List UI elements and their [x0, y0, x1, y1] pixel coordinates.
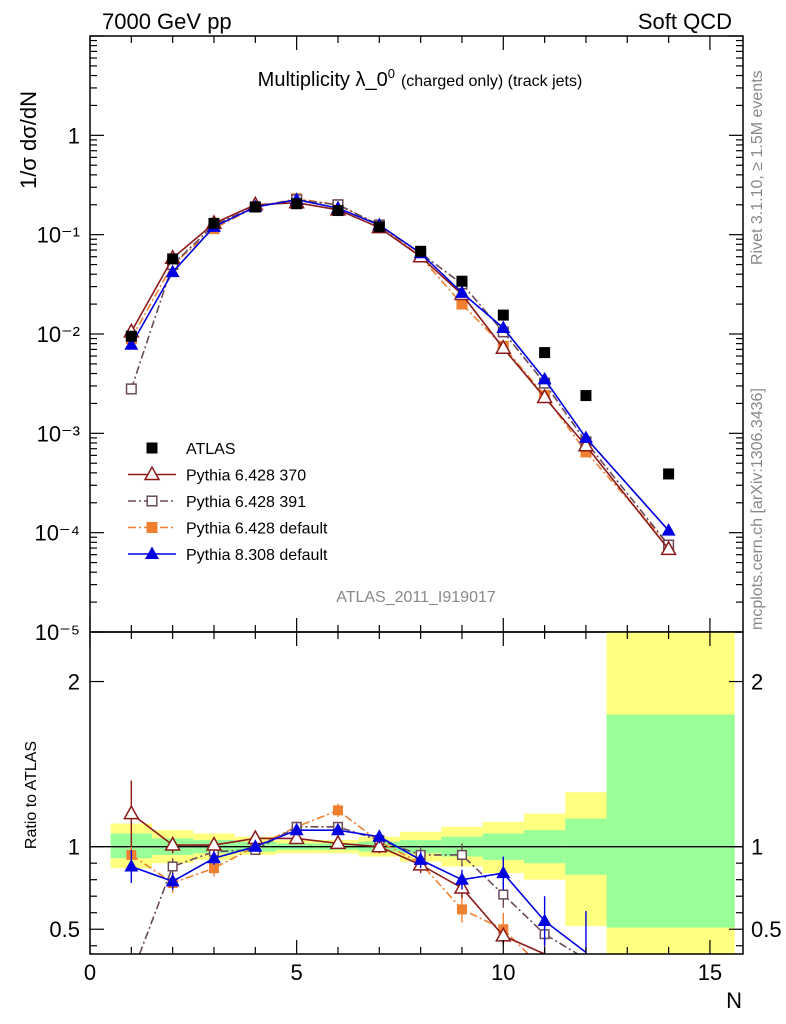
ratio-point-pythia-6-428-391	[167, 861, 178, 872]
main-point-atlas	[539, 347, 551, 359]
ratio-y-tick-label-left: 1	[68, 835, 80, 860]
main-point-pythia-8-308-default	[578, 430, 593, 443]
ratio-point-pythia-6-428-370	[371, 837, 388, 853]
main-point-pythia-8-308-default	[455, 285, 469, 298]
main-point-pythia-8-308-default	[537, 371, 552, 385]
main-point-pythia-6-428-391	[125, 383, 137, 395]
ratio-point-pythia-8-308-default	[331, 822, 345, 836]
ratio-point-pythia-6-428-391	[498, 889, 509, 900]
ratio-point-pythia-6-428-391	[456, 849, 468, 860]
main-point-pythia-6-428-370	[660, 540, 677, 556]
ratio-y-tick-label-left: 0.5	[49, 917, 80, 942]
x-tick-label: 5	[291, 960, 303, 985]
main-y-tick-label: 10⁻³	[37, 421, 80, 446]
main-point-pythia-8-308-default	[661, 523, 676, 536]
x-tick-label: 0	[84, 960, 96, 985]
ratio-point-pythia-8-308-default	[165, 873, 180, 887]
ratio-point-pythia-6-428-370	[329, 834, 347, 850]
legend-marker-pythia-6-428-370	[143, 465, 161, 481]
main-panel: 1 10⁻¹ 10⁻² 10⁻³ 10⁻⁴ 10⁻⁵ Multiplicity λ_00(…	[16, 35, 744, 645]
y-axis-label-ratio: Ratio to ATLAS	[23, 741, 40, 849]
ratio-point-pythia-6-428-default	[332, 805, 343, 816]
x-axis-label: N	[726, 988, 742, 1013]
main-point-pythia-6-428-370	[577, 436, 595, 452]
main-point-pythia-6-428-370	[536, 388, 553, 404]
ratio-point-pythia-8-308-default	[455, 872, 469, 885]
title-superscript: 0	[388, 66, 395, 81]
main-y-tick-label: 10⁻⁵	[35, 620, 80, 645]
x-tick-label: 15	[698, 960, 722, 985]
header-left: 7000 GeV pp	[102, 9, 232, 34]
ratio-point-pythia-6-428-370	[164, 836, 181, 851]
main-y-tick-label: 10⁻⁴	[34, 521, 80, 546]
main-point-atlas	[291, 198, 303, 210]
main-point-atlas	[249, 201, 261, 213]
main-point-atlas	[167, 253, 179, 265]
main-title: Multiplicity λ_00 (charged only) (track j…	[258, 66, 583, 91]
side-label-bottom: mcplots.cern.ch [arXiv:1306.3436]	[749, 388, 766, 630]
main-point-atlas	[580, 390, 592, 402]
main-point-pythia-6-428-370	[495, 339, 512, 354]
main-point-atlas	[663, 468, 675, 480]
legend-label-pythia-8-308-default: Pythia 8.308 default	[186, 547, 328, 564]
ratio-point-pythia-8-308-default	[289, 822, 304, 836]
main-point-pythia-8-308-default	[124, 337, 139, 350]
main-y-tick-label: 10⁻¹	[37, 223, 80, 248]
legend-marker-pythia-6-428-391	[146, 495, 158, 507]
ratio-frame	[89, 631, 744, 955]
ratio-point-pythia-8-308-default	[124, 859, 139, 872]
header-right: Soft QCD	[638, 9, 732, 34]
ratio-point-pythia-8-308-default	[248, 839, 263, 852]
ratio-panel: 0.5 0.5 1 1 2 2 0 5 10 15 Ratio to ATLAS N	[23, 631, 782, 1013]
ratio-point-pythia-8-308-default	[537, 913, 552, 927]
main-point-atlas	[456, 275, 468, 287]
main-y-tick-label: 1	[68, 123, 80, 148]
ratio-point-pythia-6-428-370	[288, 829, 305, 845]
main-point-pythia-6-428-default	[580, 446, 592, 458]
legend-marker-atlas	[146, 442, 158, 454]
main-y-tick-label: 10⁻²	[37, 322, 80, 347]
main-point-atlas	[373, 221, 385, 233]
main-point-atlas	[332, 205, 344, 217]
main-point-atlas	[497, 309, 509, 321]
ratio-y-tick-label-right: 2	[751, 670, 763, 695]
legend-label-pythia-6-428-default: Pythia 6.428 default	[186, 521, 328, 538]
legend-label-pythia-6-428-391: Pythia 6.428 391	[186, 494, 306, 511]
ratio-point-pythia-6-428-370	[123, 804, 140, 820]
ratio-point-pythia-8-308-default	[413, 852, 428, 865]
main-point-atlas	[415, 245, 427, 257]
main-point-atlas	[208, 217, 220, 229]
side-label-top: Rivet 3.1.10, ≥ 1.5M events	[749, 70, 766, 265]
main-y-ticks	[89, 35, 743, 633]
legend-label-pythia-6-428-370: Pythia 6.428 370	[186, 468, 306, 485]
ratio-y-ticks	[89, 632, 743, 954]
x-tick-label: 10	[491, 960, 515, 985]
legend-marker-pythia-6-428-default	[146, 522, 158, 533]
ratio-point-pythia-6-428-370	[205, 836, 223, 851]
ratio-y-tick-label-left: 2	[68, 670, 80, 695]
ratio-band-green	[606, 714, 735, 928]
ratio-point-pythia-6-428-default	[456, 904, 467, 915]
watermark-label: ATLAS_2011_I919017	[336, 589, 496, 606]
ratio-y-tick-label-right: 0.5	[751, 917, 782, 942]
y-axis-label-main: 1/σ dσ/dN	[16, 91, 41, 189]
ratio-point-pythia-8-308-default	[496, 865, 511, 879]
legend: ATLAS Pythia 6.428 370 Pythia 6.428 391 Pyt…	[128, 441, 328, 564]
ratio-point-pythia-8-308-default	[372, 829, 387, 842]
main-point-pythia-6-428-default	[456, 298, 468, 310]
legend-label-atlas: ATLAS	[186, 441, 236, 458]
ratio-point-pythia-6-428-default	[208, 863, 219, 874]
ratio-line-pythia-8-308-default	[131, 829, 587, 953]
main-point-atlas	[125, 330, 137, 342]
main-point-pythia-8-308-default	[496, 320, 511, 334]
main-point-pythia-8-308-default	[165, 264, 180, 278]
legend-marker-pythia-8-308-default	[145, 546, 159, 560]
ratio-point-pythia-8-308-default	[207, 850, 221, 864]
ratio-y-tick-label-right: 1	[751, 835, 763, 860]
main-frame	[89, 35, 744, 633]
